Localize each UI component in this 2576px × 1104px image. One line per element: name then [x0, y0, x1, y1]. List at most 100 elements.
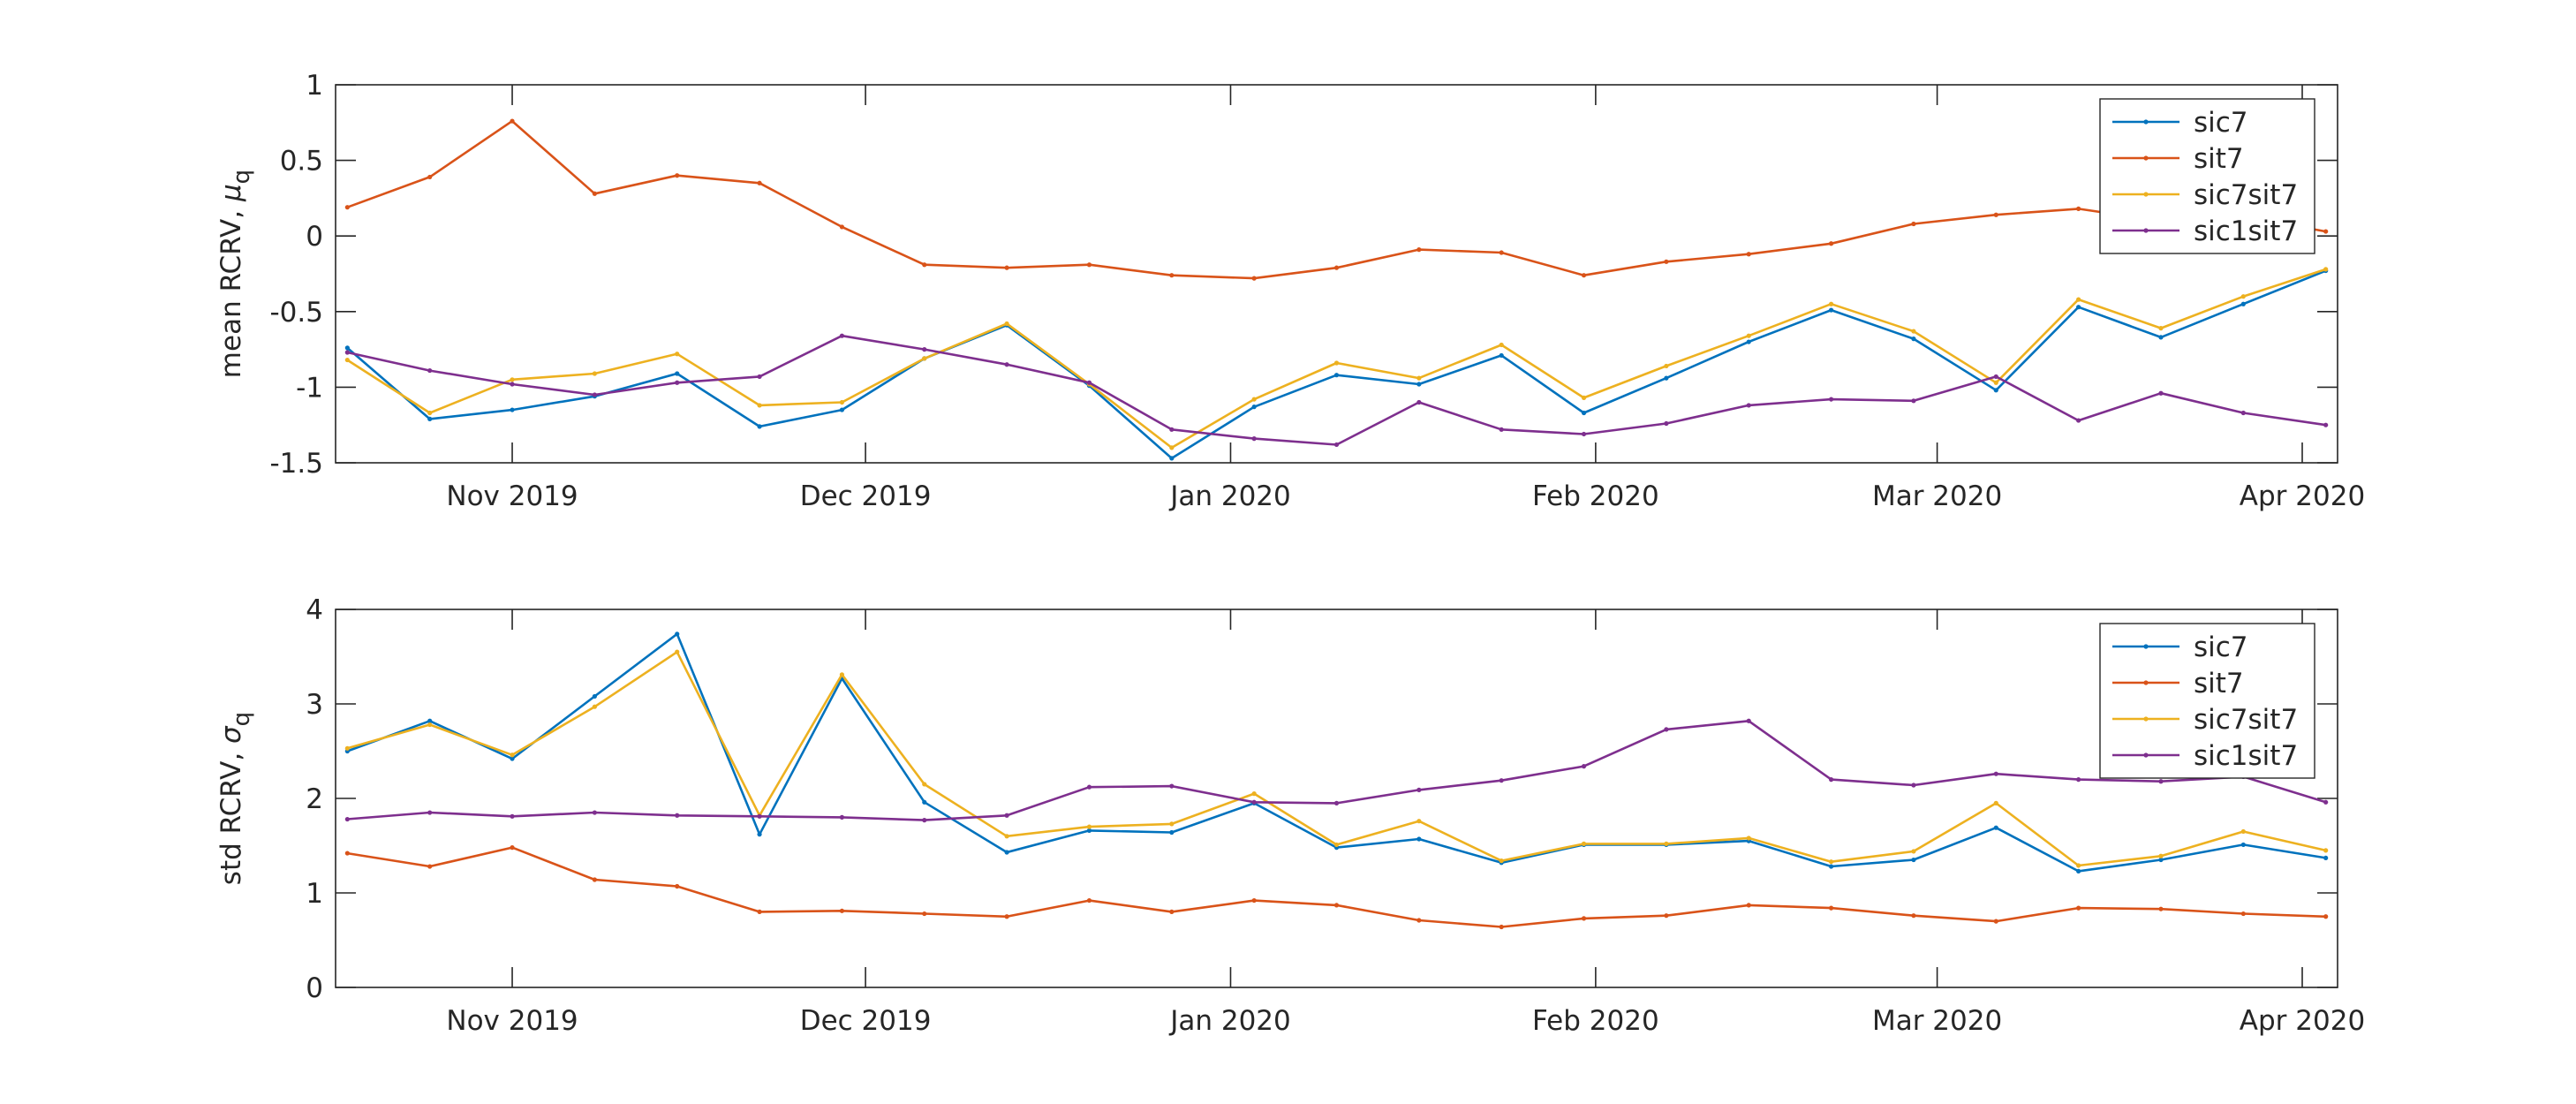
data-point-sit7: [675, 173, 680, 178]
data-point-sic7sit7: [510, 752, 515, 758]
legend-label-sic1sit7: sic1sit7: [2194, 216, 2298, 247]
data-point-sic7sit7: [2158, 326, 2164, 331]
y-axis-label-subscript: q: [229, 170, 255, 185]
data-point-sic7: [2076, 305, 2081, 310]
data-point-sic7sit7: [1993, 380, 1998, 385]
data-point-sic7sit7: [510, 377, 515, 382]
data-point-sic1sit7: [1333, 800, 1340, 805]
data-point-sit7: [1251, 897, 1257, 904]
data-point-sit7: [1004, 265, 1009, 270]
data-point-sit7: [2158, 906, 2164, 911]
std-rcrv-panel: 0 1 2 3 4 Nov 2019 Dec 2019 Jan 2020 Feb 2020 Mar…: [215, 594, 2365, 1037]
data-point-sic7: [757, 832, 762, 837]
x-tick-label: Feb 2020: [1532, 480, 1659, 512]
data-point-sit7: [1086, 897, 1092, 904]
y-tick-label: -0.5: [270, 297, 324, 329]
data-point-sic7sit7: [1499, 342, 1504, 348]
data-point-sit7: [1581, 916, 1587, 921]
data-point-sic1sit7: [1828, 777, 1834, 783]
legend-label-sic7: sic7: [2194, 107, 2248, 139]
data-point-sic1sit7: [2323, 799, 2329, 805]
data-point-sic7sit7: [592, 704, 597, 709]
data-point-sic1sit7: [1746, 718, 1751, 723]
y-tick-label: -1.5: [270, 448, 324, 480]
data-point-sit7: [1911, 913, 1916, 919]
data-point-sic7sit7: [839, 672, 845, 677]
data-point-sic7sit7: [1746, 333, 1751, 338]
data-point-sit7: [1333, 265, 1340, 270]
data-point-sic7: [1416, 382, 1422, 387]
data-point-sit7: [839, 224, 845, 230]
data-point-sic7: [2240, 842, 2246, 848]
data-point-sic7: [1499, 352, 1504, 359]
y-axis-label-symbol: μ: [215, 184, 247, 202]
data-point-sic1sit7: [1251, 799, 1257, 805]
data-point-sic7: [2158, 857, 2164, 863]
x-tick-label: Jan 2020: [1168, 480, 1291, 512]
data-point-sit7: [757, 180, 762, 185]
data-point-sit7: [757, 909, 762, 914]
data-point-sic1sit7: [1828, 397, 1834, 402]
data-point-sic7sit7: [1499, 858, 1504, 864]
data-point-sic7sit7: [1416, 375, 1422, 381]
data-point-sic7: [675, 371, 680, 376]
data-point-sit7: [922, 911, 927, 917]
data-point-sit7: [1251, 276, 1257, 281]
data-point-sic1sit7: [344, 816, 350, 822]
data-point-sic1sit7: [1664, 727, 1669, 732]
data-point-sic7sit7: [675, 649, 680, 654]
data-point-sic7: [675, 631, 680, 637]
data-point-sic1sit7: [1004, 813, 1009, 818]
y-tick-label: 0: [306, 972, 323, 1004]
mean-rcrv-panel: -1.5 -1 -0.5 0 0.5 1 Nov 2019 Dec 2019 Jan 2020 F…: [215, 70, 2365, 512]
legend-marker-sic1sit7: [2143, 228, 2149, 233]
data-point-sic7: [1004, 850, 1009, 855]
data-point-sit7: [1746, 903, 1751, 908]
data-point-sic1sit7: [510, 813, 515, 819]
data-point-sic7: [1911, 336, 1916, 342]
data-point-sic1sit7: [1746, 403, 1751, 408]
y-tick-label: 3: [306, 689, 323, 721]
data-point-sit7: [2240, 911, 2246, 917]
y-axis-label: std RCRV, σq: [215, 712, 255, 885]
x-tick-label: Nov 2019: [446, 480, 578, 512]
data-point-sic7sit7: [757, 403, 762, 408]
x-tick-label: Feb 2020: [1532, 1005, 1659, 1037]
data-point-sic1sit7: [2076, 777, 2081, 783]
data-point-sic1sit7: [1993, 771, 1998, 776]
data-point-sic1sit7: [1581, 431, 1587, 437]
y-tick-label: 2: [306, 783, 323, 815]
data-point-sic1sit7: [2240, 410, 2246, 416]
x-tick-label: Mar 2020: [1872, 480, 2002, 512]
data-point-sic1sit7: [2158, 390, 2164, 396]
data-point-sic7sit7: [1828, 301, 1834, 306]
data-point-sic1sit7: [2323, 422, 2329, 427]
data-point-sic7: [1086, 828, 1092, 833]
y-tick-label: 1: [306, 878, 323, 910]
data-point-sit7: [1828, 905, 1834, 911]
legend-box: [2099, 623, 2315, 779]
data-point-sic7sit7: [344, 745, 350, 751]
data-point-sit7: [1416, 918, 1422, 923]
data-point-sit7: [1664, 913, 1669, 919]
data-point-sic7: [2076, 868, 2081, 873]
data-point-sic7sit7: [675, 352, 680, 357]
data-point-sic7sit7: [1581, 395, 1587, 400]
legend-marker-sic7sit7: [2143, 192, 2149, 197]
data-point-sic7: [1251, 405, 1257, 410]
legend-label-sic7sit7: sic7sit7: [2194, 179, 2298, 211]
y-tick-label: 0: [306, 221, 323, 253]
data-point-sit7: [1004, 914, 1009, 919]
x-tick-label: Dec 2019: [800, 1005, 932, 1037]
data-point-sic1sit7: [839, 333, 845, 338]
data-point-sit7: [510, 845, 515, 851]
data-point-sic7sit7: [1004, 321, 1009, 327]
data-point-sic7sit7: [1086, 824, 1092, 829]
data-point-sic7: [1581, 410, 1587, 416]
legend-box: [2099, 98, 2315, 254]
legend-label-sic1sit7: sic1sit7: [2194, 740, 2298, 772]
data-point-sic1sit7: [1169, 427, 1175, 432]
data-point-sit7: [1169, 909, 1175, 914]
data-point-sic1sit7: [1416, 399, 1422, 405]
